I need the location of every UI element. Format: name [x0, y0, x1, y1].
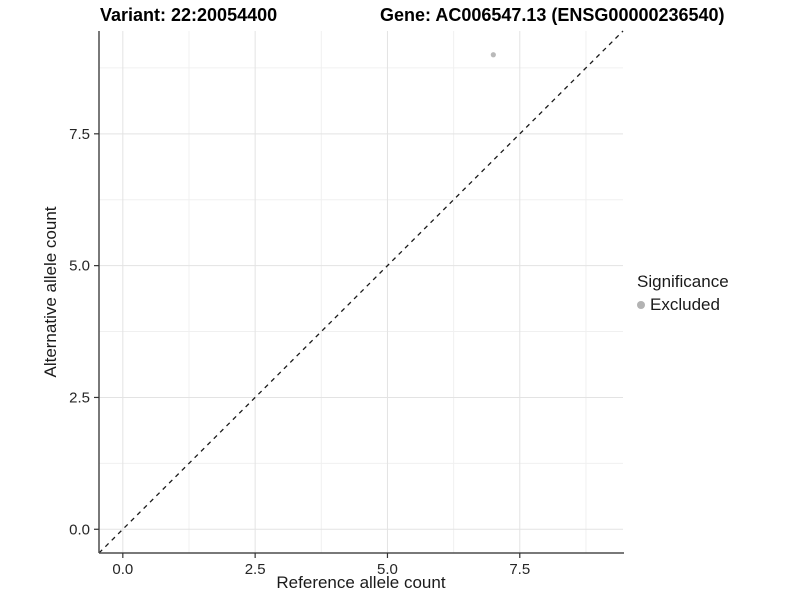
- y-axis-title: Alternative allele count: [41, 206, 60, 378]
- legend-item-excluded: Excluded: [637, 295, 729, 315]
- x-tick-label: 5.0: [377, 561, 398, 578]
- plot-title-gene: Gene: AC006547.13 (ENSG00000236540): [380, 5, 725, 25]
- x-tick-label: 2.5: [245, 561, 266, 578]
- x-tick-label: 7.5: [509, 561, 530, 578]
- y-tick-label: 0.0: [69, 521, 90, 538]
- identity-dashed-line: [98, 30, 624, 554]
- excluded-point-icon: [637, 301, 645, 309]
- legend-item-label: Excluded: [650, 295, 720, 314]
- legend-title: Significance: [637, 272, 729, 291]
- y-tick-label: 5.0: [69, 258, 90, 275]
- data-point: [490, 52, 496, 58]
- x-axis-title: Reference allele count: [276, 573, 446, 592]
- legend: Significance Excluded: [637, 272, 729, 315]
- plot-title-variant: Variant: 22:20054400: [100, 5, 278, 25]
- x-tick-label: 0.0: [112, 561, 133, 578]
- y-tick-label: 2.5: [69, 389, 90, 406]
- y-tick-label: 7.5: [69, 126, 90, 143]
